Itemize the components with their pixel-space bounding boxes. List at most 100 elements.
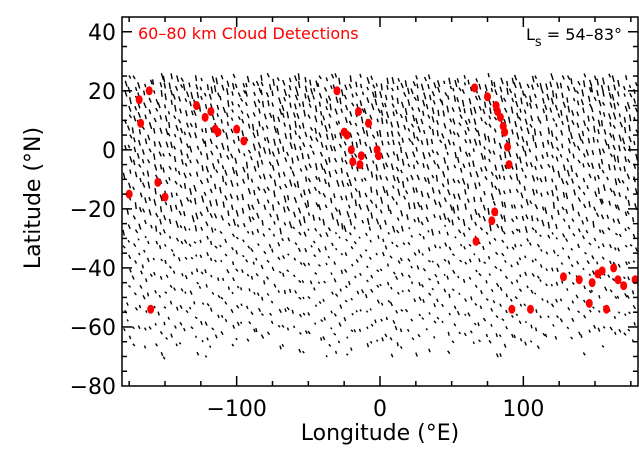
observation-tick [364, 293, 368, 299]
observation-tick [174, 85, 179, 92]
observation-tick [469, 108, 473, 116]
observation-tick [552, 323, 555, 327]
observation-tick [230, 179, 234, 187]
observation-tick [263, 188, 267, 194]
observation-tick [252, 112, 256, 117]
observation-tick [205, 153, 209, 160]
observation-tick [337, 340, 341, 344]
observation-tick [431, 90, 436, 97]
observation-tick [226, 155, 230, 160]
observation-tick [241, 207, 245, 214]
observation-tick [410, 234, 414, 238]
observation-tick [475, 170, 479, 178]
observation-tick [399, 146, 403, 154]
observation-tick [226, 145, 230, 152]
observation-tick [360, 289, 365, 294]
observation-tick [627, 158, 631, 163]
observation-tick [236, 304, 240, 309]
observation-tick [413, 298, 417, 303]
observation-tick [412, 81, 416, 87]
observation-tick [483, 101, 487, 108]
observation-tick [380, 83, 383, 91]
observation-tick [237, 135, 240, 142]
observation-tick [172, 93, 176, 100]
observation-tick [293, 325, 296, 329]
observation-tick [635, 153, 639, 161]
observation-tick [406, 328, 410, 332]
observation-tick [353, 226, 356, 230]
observation-tick [448, 246, 452, 251]
cloud-detection-point [145, 86, 153, 96]
observation-tick [277, 256, 281, 261]
observation-tick [266, 331, 271, 336]
observation-tick [448, 312, 451, 316]
observation-tick [344, 116, 348, 124]
observation-tick [480, 152, 484, 160]
observation-tick [210, 227, 214, 233]
observation-tick [570, 264, 574, 268]
observation-tick [230, 204, 234, 210]
observation-tick [554, 104, 559, 111]
observation-tick [581, 130, 585, 137]
observation-tick [412, 114, 416, 122]
observation-tick [159, 114, 163, 120]
observation-tick [417, 249, 421, 254]
observation-tick [477, 95, 481, 101]
observation-tick [195, 159, 199, 164]
observation-tick [246, 173, 250, 180]
observation-tick [364, 153, 368, 160]
observation-tick [312, 240, 316, 244]
observation-tick [374, 98, 378, 106]
observation-tick [286, 327, 290, 331]
observation-tick [526, 127, 530, 135]
observation-tick [258, 151, 261, 158]
observation-tick [392, 271, 396, 275]
observation-tick [463, 108, 466, 114]
observation-tick [127, 86, 131, 94]
observation-tick [526, 83, 530, 89]
observation-tick [328, 123, 331, 129]
observation-tick [520, 204, 524, 209]
observation-tick [157, 102, 161, 109]
observation-tick [438, 246, 442, 249]
observation-tick [122, 245, 126, 249]
observation-tick [499, 154, 503, 161]
observation-tick [533, 93, 537, 99]
observation-tick [467, 227, 471, 231]
observation-tick [412, 187, 416, 193]
observation-tick [213, 183, 217, 190]
observation-tick [629, 93, 633, 98]
observation-tick [138, 128, 142, 135]
observation-tick [452, 206, 456, 214]
observation-tick [560, 109, 563, 116]
observation-tick [278, 97, 282, 105]
observation-tick [185, 91, 190, 98]
observation-tick [500, 77, 504, 85]
observation-tick [570, 78, 573, 85]
cloud-detection-point [610, 263, 618, 273]
observation-tick [532, 134, 535, 142]
observation-tick [178, 341, 182, 345]
observation-tick [405, 190, 409, 195]
observation-tick [335, 247, 338, 251]
observation-tick [501, 239, 505, 243]
y-tick-label: 20 [88, 80, 116, 105]
observation-tick [256, 292, 260, 297]
observation-tick [559, 298, 563, 302]
observation-tick [256, 228, 260, 233]
observation-tick [183, 211, 186, 217]
cloud-detection-point [496, 112, 504, 122]
observation-tick [483, 190, 486, 196]
observation-tick [246, 230, 250, 234]
observation-tick [307, 212, 311, 216]
observation-tick [434, 273, 438, 278]
observation-tick [261, 100, 265, 108]
observation-tick [456, 310, 460, 316]
season-annotation-subscript: s [535, 35, 542, 50]
observation-tick [188, 172, 192, 177]
observation-tick [426, 138, 429, 146]
observation-tick [293, 257, 297, 261]
observation-tick [163, 104, 167, 109]
observation-tick [613, 84, 617, 91]
observation-tick [482, 317, 487, 322]
